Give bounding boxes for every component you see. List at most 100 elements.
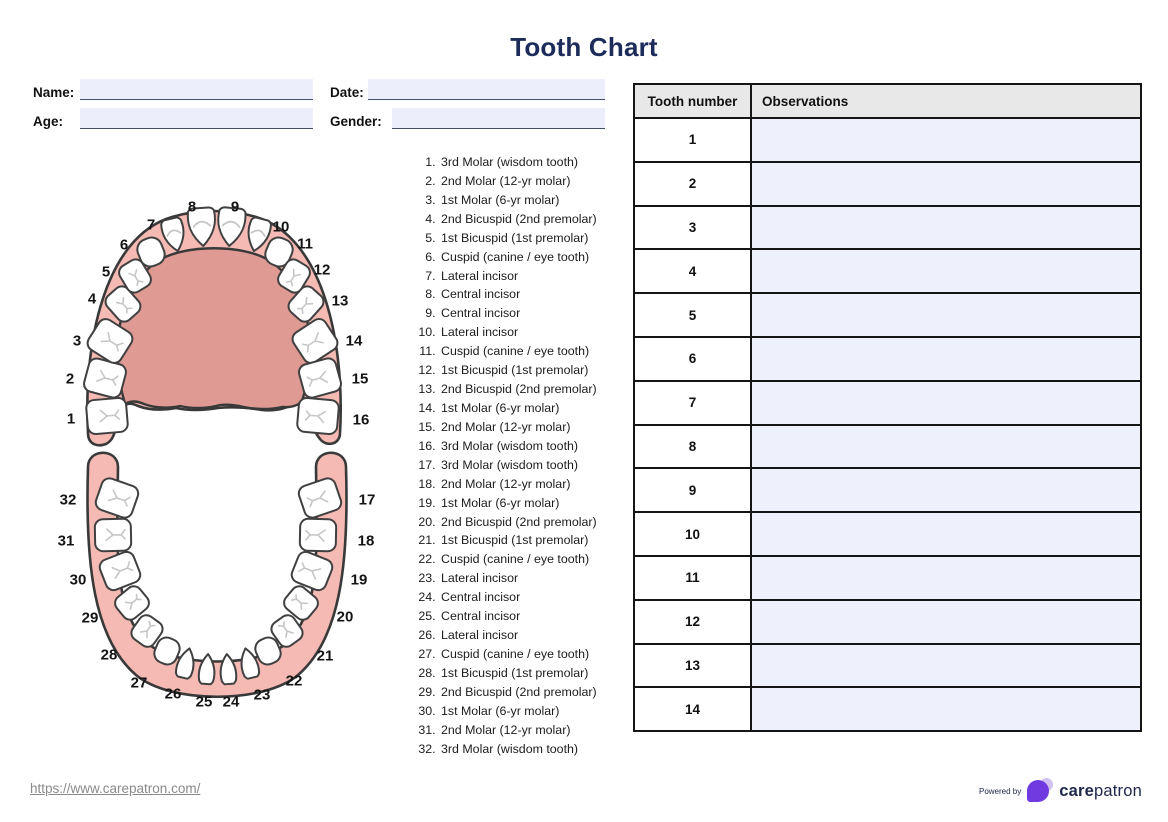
observation-cell[interactable] xyxy=(750,554,1142,601)
tooth-number-label-32: 32 xyxy=(60,492,77,509)
observation-cell[interactable] xyxy=(750,379,1142,426)
date-label: Date: xyxy=(330,85,364,100)
tooth-number-cell: 9 xyxy=(633,467,752,514)
tooth-shape-7 xyxy=(160,216,185,253)
date-field[interactable] xyxy=(368,79,605,100)
observation-cell[interactable] xyxy=(750,423,1142,470)
age-field[interactable] xyxy=(80,108,313,129)
tooth-number-cell: 1 xyxy=(633,117,752,163)
tooth-number-label-15: 15 xyxy=(352,371,369,388)
tooth-number-label-28: 28 xyxy=(101,647,118,664)
tooth-number-label-20: 20 xyxy=(337,609,354,626)
tooth-list-item-1: 3rd Molar (wisdom tooth) xyxy=(439,153,624,172)
lower-teeth-group xyxy=(93,477,343,686)
observation-cell[interactable] xyxy=(750,642,1142,689)
tooth-list-item-18: 2nd Molar (12-yr molar) xyxy=(439,475,624,494)
observation-cell[interactable] xyxy=(750,160,1142,207)
tooth-shape-17 xyxy=(297,477,343,519)
tooth-list-item-19: 1st Molar (6-yr molar) xyxy=(439,494,624,513)
tooth-number-label-8: 8 xyxy=(188,199,196,216)
tooth-number-label-10: 10 xyxy=(273,219,290,236)
tooth-list-item-26: Lateral incisor xyxy=(439,626,624,645)
tooth-number-label-19: 19 xyxy=(351,572,368,589)
observations-table: Tooth number Observations 1 2 3 4 5 6 7 8 9 10 11 1… xyxy=(633,83,1142,733)
tooth-shape-23 xyxy=(240,647,261,680)
table-row: 8 xyxy=(633,423,1142,470)
tooth-list-item-4: 2nd Bicuspid (2nd premolar) xyxy=(439,210,624,229)
powered-by-label: Powered by xyxy=(978,786,1022,796)
gender-field[interactable] xyxy=(392,108,605,129)
tooth-number-header: Tooth number xyxy=(633,83,752,119)
table-row: 9 xyxy=(633,467,1142,514)
tooth-shape-9 xyxy=(217,206,247,247)
tooth-number-label-11: 11 xyxy=(297,236,313,253)
tooth-number-cell: 8 xyxy=(633,423,752,470)
observation-cell[interactable] xyxy=(750,117,1142,163)
tooth-list-item-24: Central incisor xyxy=(439,588,624,607)
table-row: 6 xyxy=(633,335,1142,382)
tooth-shape-6 xyxy=(136,236,166,268)
observation-cell[interactable] xyxy=(750,292,1142,338)
tooth-number-label-29: 29 xyxy=(82,610,99,627)
tooth-list-item-8: Central incisor xyxy=(439,285,624,304)
tooth-list-item-14: 1st Molar (6-yr molar) xyxy=(439,399,624,418)
tooth-shape-3 xyxy=(86,318,134,364)
name-field[interactable] xyxy=(80,79,313,100)
observation-cell[interactable] xyxy=(750,511,1142,557)
tooth-list-item-2: 2nd Molar (12-yr molar) xyxy=(439,172,624,191)
tooth-list-item-17: 3rd Molar (wisdom tooth) xyxy=(439,456,624,475)
table-row: 5 xyxy=(633,292,1142,338)
tooth-list-item-10: Lateral incisor xyxy=(439,323,624,342)
tooth-number-cell: 3 xyxy=(633,204,752,251)
tooth-shape-4 xyxy=(104,285,142,323)
tooth-shape-26 xyxy=(174,647,195,680)
tooth-number-label-18: 18 xyxy=(358,533,375,550)
tooth-list-item-11: Cuspid (canine / eye tooth) xyxy=(439,342,624,361)
tooth-shape-22 xyxy=(254,636,282,666)
observation-cell[interactable] xyxy=(750,686,1142,733)
tooth-number-cell: 2 xyxy=(633,160,752,207)
observation-cell[interactable] xyxy=(750,248,1142,295)
observation-cell[interactable] xyxy=(750,467,1142,514)
tooth-number-label-2: 2 xyxy=(66,371,74,388)
tooth-number-label-13: 13 xyxy=(332,293,349,310)
observation-cell[interactable] xyxy=(750,204,1142,251)
tooth-number-cell: 10 xyxy=(633,511,752,557)
tooth-list-item-28: 1st Bicuspid (1st premolar) xyxy=(439,664,624,683)
tooth-shape-13 xyxy=(287,285,325,323)
tooth-shape-31 xyxy=(93,517,133,553)
tooth-list-item-9: Central incisor xyxy=(439,304,624,323)
tooth-number-label-22: 22 xyxy=(286,673,303,690)
carepatron-wordmark: carepatron xyxy=(1059,782,1142,801)
tooth-number-cell: 4 xyxy=(633,248,752,295)
tooth-shape-30 xyxy=(98,550,142,592)
tooth-list-item-30: 1st Molar (6-yr molar) xyxy=(439,702,624,721)
tooth-number-label-7: 7 xyxy=(147,217,155,234)
table-header-row: Tooth number Observations xyxy=(633,83,1142,119)
tooth-shape-11 xyxy=(264,236,294,268)
tooth-shape-1 xyxy=(85,397,129,435)
tooth-shape-10 xyxy=(247,216,273,252)
brand-bold-part: care xyxy=(1059,781,1094,800)
tooth-list-item-15: 2nd Molar (12-yr molar) xyxy=(439,418,624,437)
tooth-number-cell: 12 xyxy=(633,598,752,645)
tooth-shape-28 xyxy=(130,614,164,648)
carepatron-link[interactable]: https://www.carepatron.com/ xyxy=(30,781,201,796)
table-row: 3 xyxy=(633,204,1142,251)
tooth-list-item-29: 2nd Bicuspid (2nd premolar) xyxy=(439,683,624,702)
lower-gum xyxy=(86,451,348,699)
tooth-shape-25 xyxy=(197,653,216,686)
tooth-number-cell: 7 xyxy=(633,379,752,426)
tooth-number-label-17: 17 xyxy=(359,492,376,509)
observation-cell[interactable] xyxy=(750,598,1142,645)
tooth-number-label-27: 27 xyxy=(131,675,148,692)
tooth-list-item-22: Cuspid (canine / eye tooth) xyxy=(439,550,624,569)
carepatron-logo-icon xyxy=(1027,778,1054,804)
tooth-number-label-30: 30 xyxy=(70,572,87,589)
observation-cell[interactable] xyxy=(750,335,1142,382)
brand-regular-part: patron xyxy=(1094,781,1142,800)
tooth-list-item-27: Cuspid (canine / eye tooth) xyxy=(439,645,624,664)
tooth-number-label-25: 25 xyxy=(196,694,213,711)
